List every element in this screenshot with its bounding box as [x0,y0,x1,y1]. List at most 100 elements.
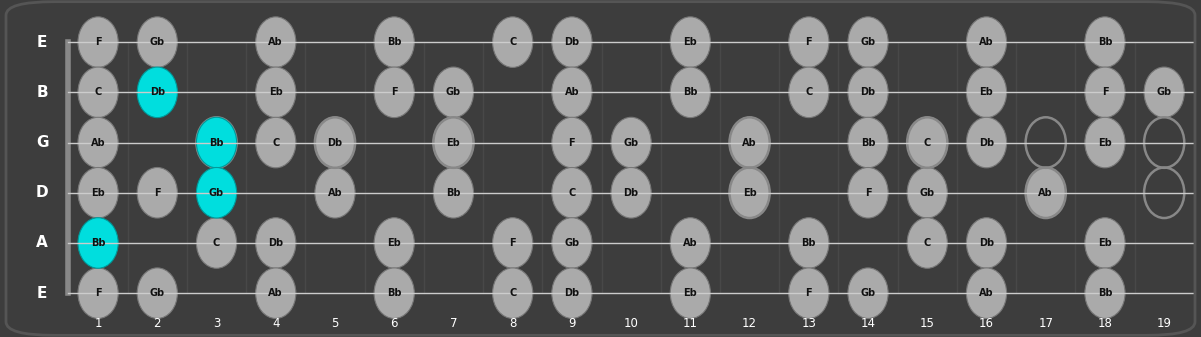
Ellipse shape [789,268,829,318]
Text: 11: 11 [683,317,698,330]
Text: Bb: Bb [861,137,876,148]
Text: Gb: Gb [860,37,876,47]
Text: Gb: Gb [1157,87,1172,97]
Ellipse shape [611,117,651,168]
Text: C: C [509,37,516,47]
Text: Eb: Eb [91,188,104,198]
Ellipse shape [137,17,178,67]
Ellipse shape [729,167,770,218]
Text: Db: Db [979,238,994,248]
Text: Gb: Gb [446,87,461,97]
Ellipse shape [907,167,948,218]
Ellipse shape [78,117,118,168]
Text: Bb: Bb [447,188,461,198]
Text: C: C [273,137,280,148]
Text: Eb: Eb [1098,238,1112,248]
Text: C: C [924,238,931,248]
Ellipse shape [256,17,295,67]
Ellipse shape [315,167,355,218]
Text: 5: 5 [331,317,339,330]
Ellipse shape [78,268,118,318]
Ellipse shape [78,218,118,268]
Ellipse shape [375,67,414,118]
Ellipse shape [967,268,1006,318]
Ellipse shape [848,268,888,318]
Text: 6: 6 [390,317,398,330]
Ellipse shape [197,218,237,268]
Ellipse shape [551,218,592,268]
Ellipse shape [967,117,1006,168]
Ellipse shape [492,218,533,268]
Text: Eb: Eb [980,87,993,97]
Text: Ab: Ab [979,288,993,298]
Text: Db: Db [564,37,579,47]
Text: Gb: Gb [564,238,579,248]
Text: 14: 14 [861,317,876,330]
Ellipse shape [1085,218,1125,268]
Text: 18: 18 [1098,317,1112,330]
Text: Bb: Bb [1098,288,1112,298]
Text: 7: 7 [449,317,458,330]
Ellipse shape [551,167,592,218]
Ellipse shape [434,117,473,168]
Ellipse shape [315,117,355,168]
Ellipse shape [848,67,888,118]
Text: 19: 19 [1157,317,1172,330]
Ellipse shape [256,218,295,268]
Ellipse shape [551,17,592,67]
Text: Ab: Ab [742,137,757,148]
Ellipse shape [197,167,237,218]
Text: 12: 12 [742,317,757,330]
Ellipse shape [611,167,651,218]
Ellipse shape [848,17,888,67]
Text: F: F [154,188,161,198]
Text: C: C [509,288,516,298]
Ellipse shape [78,17,118,67]
Text: A: A [36,236,48,250]
Text: G: G [36,135,48,150]
Ellipse shape [137,268,178,318]
Text: F: F [568,137,575,148]
Text: Db: Db [564,288,579,298]
Ellipse shape [256,67,295,118]
Text: F: F [509,238,516,248]
Text: C: C [924,137,931,148]
Ellipse shape [78,167,118,218]
Ellipse shape [789,218,829,268]
Ellipse shape [551,67,592,118]
Ellipse shape [670,17,711,67]
Ellipse shape [1085,117,1125,168]
Text: 16: 16 [979,317,994,330]
Text: C: C [568,188,575,198]
Ellipse shape [848,117,888,168]
Ellipse shape [1085,17,1125,67]
Text: 8: 8 [509,317,516,330]
Text: 17: 17 [1038,317,1053,330]
Text: Gb: Gb [920,188,934,198]
Text: Gb: Gb [150,288,165,298]
Text: F: F [806,288,812,298]
Ellipse shape [256,268,295,318]
Text: Ab: Ab [564,87,579,97]
Text: F: F [806,37,812,47]
Ellipse shape [492,268,533,318]
Text: B: B [36,85,48,100]
Text: F: F [95,37,101,47]
Text: Ab: Ab [269,288,283,298]
Ellipse shape [1026,167,1065,218]
Text: Eb: Eb [1098,137,1112,148]
Text: Ab: Ab [91,137,106,148]
Text: Eb: Eb [447,137,460,148]
Text: Bb: Bb [387,288,401,298]
Text: 10: 10 [623,317,639,330]
Text: 15: 15 [920,317,934,330]
Text: Db: Db [328,137,342,148]
Text: Db: Db [979,137,994,148]
Text: Gb: Gb [860,288,876,298]
Ellipse shape [434,67,473,118]
Text: F: F [1101,87,1109,97]
Text: E: E [37,35,47,50]
Text: F: F [95,288,101,298]
Ellipse shape [1085,67,1125,118]
Ellipse shape [137,67,178,118]
